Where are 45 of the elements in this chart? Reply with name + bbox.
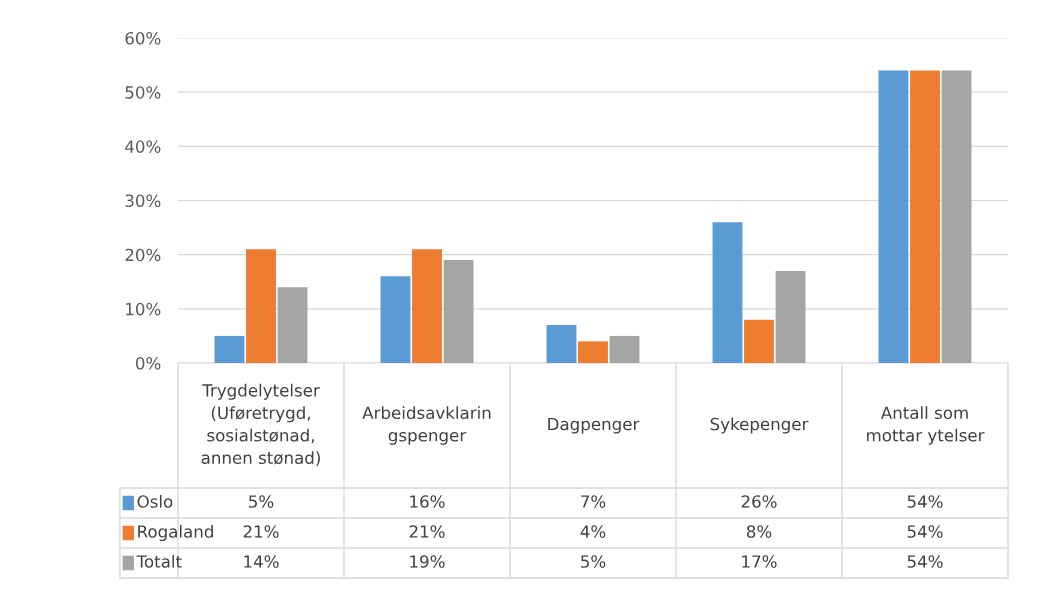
data-label: 7%	[581, 495, 606, 508]
y-tick-label: 0%	[135, 356, 161, 370]
bar	[744, 319, 774, 363]
bar	[712, 222, 743, 363]
bar	[443, 260, 474, 363]
legend-label: Totalt	[136, 554, 182, 568]
data-label: 4%	[580, 525, 606, 538]
data-label: 5%	[249, 495, 274, 508]
x-tick-label: Sykepenger	[710, 417, 809, 434]
data-label: 17%	[742, 555, 777, 568]
y-tick-label: 40%	[125, 140, 161, 153]
data-label: 54%	[907, 555, 943, 568]
bar	[380, 276, 411, 363]
y-tick-label: 60%	[125, 31, 161, 45]
bar	[910, 70, 940, 363]
bar	[214, 335, 245, 363]
data-label: 19%	[410, 555, 445, 568]
data-label: 8%	[746, 525, 772, 538]
x-tick-label: Arbeidsavklarin gspenger	[362, 406, 491, 445]
bar	[609, 335, 640, 363]
bar	[277, 287, 308, 363]
legend-label: Oslo	[137, 494, 173, 508]
x-tick-label: Antall som mottar ytelser	[867, 406, 985, 445]
data-label: 21%	[409, 525, 445, 538]
bar	[878, 70, 909, 363]
bar	[412, 249, 442, 363]
data-label: 21%	[243, 525, 279, 538]
bar	[246, 249, 276, 363]
bar	[578, 341, 608, 363]
y-tick-label: 20%	[125, 248, 161, 262]
data-label: 14%	[244, 555, 279, 568]
data-label: 5%	[581, 555, 606, 568]
y-tick-label: 10%	[126, 302, 161, 316]
x-tick-label: Trygdelytelser (Uføretrygd, sosialstønad, annen stønad)	[201, 383, 320, 466]
data-label: 54%	[907, 525, 943, 538]
x-tick-label: Dagpenger	[548, 417, 640, 434]
data-label: 54%	[907, 495, 943, 508]
data-label: 26%	[741, 495, 777, 508]
bar	[546, 325, 577, 363]
y-tick-label: 50%	[125, 86, 161, 99]
bar	[941, 70, 972, 363]
legend-label: Rogaland	[138, 524, 213, 542]
y-tick-label: 30%	[125, 194, 161, 208]
data-label: 16%	[410, 495, 445, 508]
bar	[775, 270, 806, 363]
